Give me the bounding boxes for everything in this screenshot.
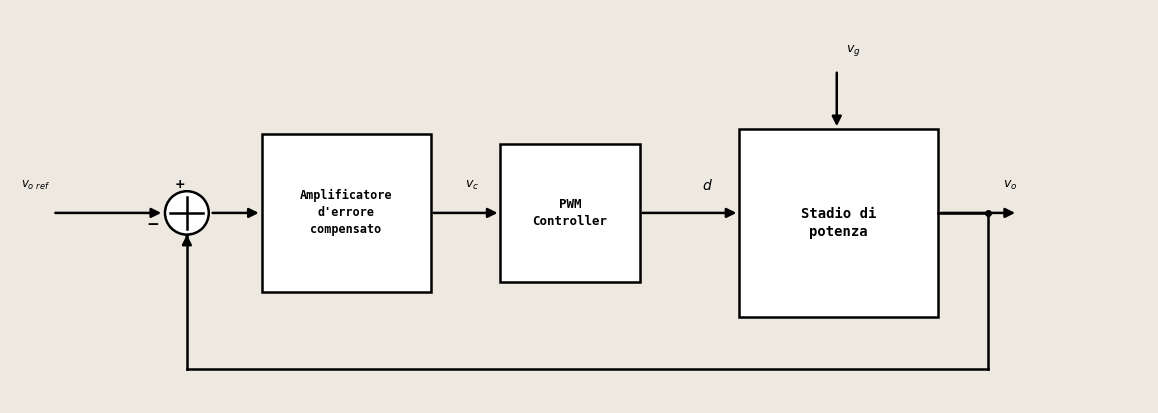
Circle shape — [164, 191, 208, 235]
Text: $v_{o\ ref}$: $v_{o\ ref}$ — [21, 179, 50, 192]
Text: PWM
Controller: PWM Controller — [533, 198, 608, 228]
Text: Stadio di
potenza: Stadio di potenza — [801, 206, 877, 239]
Text: $v_c$: $v_c$ — [466, 179, 479, 192]
Text: $d$: $d$ — [702, 178, 713, 193]
Text: +: + — [175, 178, 185, 191]
Bar — [739, 129, 938, 316]
Text: $v_o$: $v_o$ — [1003, 179, 1018, 192]
Text: Amplificatore
d'errore
compensato: Amplificatore d'errore compensato — [300, 190, 393, 237]
Bar — [262, 134, 431, 292]
Text: −: − — [147, 217, 160, 232]
Bar — [500, 144, 639, 282]
Text: $v_g$: $v_g$ — [846, 43, 862, 58]
